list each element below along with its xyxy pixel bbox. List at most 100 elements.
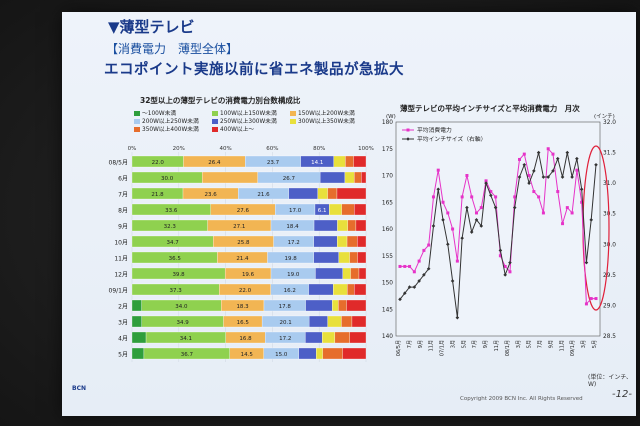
line-point bbox=[451, 227, 455, 231]
y-right-tick: 30.0 bbox=[603, 242, 616, 248]
bcn-logo: BCN bbox=[72, 385, 86, 392]
line-legend-marker bbox=[406, 128, 410, 132]
line-point bbox=[537, 195, 541, 199]
line-x-tick: 07/1月 bbox=[440, 340, 446, 356]
legend-label: 150W以上200W未満 bbox=[298, 111, 355, 117]
bar-segment bbox=[346, 299, 367, 312]
y-left-tick: 165 bbox=[382, 200, 393, 206]
line-legend-label: 平均消費電力 bbox=[417, 126, 452, 134]
bar-x-tick: 100% bbox=[358, 146, 374, 152]
bar-x-tick: 60% bbox=[266, 146, 278, 152]
bar-value-label: 17.0 bbox=[289, 208, 302, 214]
legend-swatch bbox=[134, 111, 140, 116]
legend-label: 100W以上150W未満 bbox=[220, 111, 277, 117]
bar-category-label: 11月 bbox=[114, 256, 128, 263]
bar-value-label: 33.6 bbox=[165, 208, 178, 214]
line-point bbox=[427, 243, 431, 247]
line-point bbox=[584, 260, 589, 265]
y-right-label: (インチ) bbox=[594, 113, 615, 120]
line-point bbox=[484, 179, 488, 183]
bar-value-label: 34.1 bbox=[180, 336, 192, 342]
line-point bbox=[512, 205, 517, 210]
bar-value-label: 16.2 bbox=[284, 288, 296, 294]
line-point bbox=[460, 236, 464, 240]
bar-value-label: 16.5 bbox=[237, 320, 250, 326]
bar-segment bbox=[351, 315, 367, 328]
bar-value-label: 17.8 bbox=[279, 304, 292, 310]
bar-chart-title: 32型以上の薄型テレビの消費電力別台数構成比 bbox=[140, 96, 301, 105]
bar-category-label: 6月 bbox=[118, 176, 128, 183]
line-point bbox=[469, 230, 474, 234]
line-point bbox=[518, 157, 522, 161]
line-x-tick: 9月 bbox=[418, 340, 424, 348]
bar-segment bbox=[349, 331, 367, 344]
line-point bbox=[561, 222, 565, 226]
bar-value-label: 26.4 bbox=[208, 160, 221, 166]
bar-x-tick: 40% bbox=[219, 146, 231, 152]
line-point bbox=[589, 218, 594, 222]
y-left-tick: 145 bbox=[382, 307, 393, 313]
bar-category-label: 3月 bbox=[118, 320, 128, 327]
line-point bbox=[493, 205, 498, 210]
line-point bbox=[503, 273, 507, 277]
line-point bbox=[470, 195, 474, 199]
line-point bbox=[446, 211, 450, 215]
line-point bbox=[460, 195, 464, 199]
legend-label: 300W以上350W未満 bbox=[298, 119, 355, 125]
line-point bbox=[498, 248, 503, 253]
bar-value-label: 23.6 bbox=[204, 192, 217, 198]
bar-segment bbox=[336, 187, 367, 200]
legend-swatch bbox=[134, 119, 140, 124]
bar-category-label: 10月 bbox=[114, 240, 128, 247]
line-point bbox=[565, 150, 570, 155]
legend-swatch bbox=[290, 119, 296, 124]
line-point bbox=[474, 218, 479, 222]
unit-note: (単位：インチ、W) bbox=[588, 374, 632, 388]
y-left-tick: 140 bbox=[382, 334, 393, 340]
bar-value-label: 27.6 bbox=[237, 208, 250, 214]
legend-label: ～100W未満 bbox=[142, 111, 177, 117]
bar-category-label: 9月 bbox=[118, 224, 128, 231]
line-point bbox=[436, 187, 441, 192]
bar-value-label: 22.0 bbox=[152, 160, 165, 166]
line-point bbox=[541, 175, 546, 179]
bar-x-tick: 0% bbox=[128, 146, 137, 152]
line-point bbox=[441, 218, 445, 222]
line-point bbox=[508, 260, 512, 265]
bar-value-label: 18.4 bbox=[286, 224, 299, 230]
line-x-tick: 5月 bbox=[527, 340, 533, 348]
bar-value-label: 30.0 bbox=[161, 176, 174, 182]
line-point bbox=[412, 285, 417, 289]
line-point bbox=[532, 190, 536, 194]
bar-category-label: 2月 bbox=[118, 304, 128, 311]
line-point bbox=[575, 156, 579, 161]
legend-entry: 100W以上150W未満 bbox=[212, 110, 290, 118]
bar-value-label: 19.0 bbox=[287, 272, 300, 278]
bar-segment bbox=[357, 251, 367, 264]
line-x-tick: 11月 bbox=[559, 340, 565, 351]
y-right-tick: 29.0 bbox=[603, 303, 616, 309]
line-point bbox=[417, 259, 421, 263]
line-point bbox=[565, 206, 569, 210]
line-point bbox=[541, 211, 545, 215]
y-left-tick: 150 bbox=[382, 281, 393, 287]
line-x-tick: 06/5月 bbox=[396, 340, 402, 356]
slide-subtitle: 【消費電力 薄型全体】 bbox=[106, 42, 239, 56]
bar-value-label: 6.1 bbox=[318, 208, 327, 214]
bar-segment bbox=[355, 219, 367, 232]
line-point bbox=[551, 169, 555, 173]
bar-value-label: 39.8 bbox=[172, 272, 185, 278]
line-point bbox=[503, 264, 507, 268]
bar-value-label: 19.6 bbox=[242, 272, 255, 278]
line-point bbox=[398, 297, 402, 302]
line-point bbox=[402, 291, 407, 295]
line-point bbox=[431, 195, 435, 199]
legend-label: 400W以上～ bbox=[220, 127, 255, 133]
line-point bbox=[517, 175, 522, 179]
line-point bbox=[479, 224, 484, 228]
line-x-tick: 11月 bbox=[494, 340, 500, 351]
legend-swatch bbox=[212, 119, 218, 124]
y-left-tick: 180 bbox=[382, 120, 393, 126]
copyright-text: Copyright 2009 BCN Inc. All Rights Reser… bbox=[460, 396, 583, 402]
